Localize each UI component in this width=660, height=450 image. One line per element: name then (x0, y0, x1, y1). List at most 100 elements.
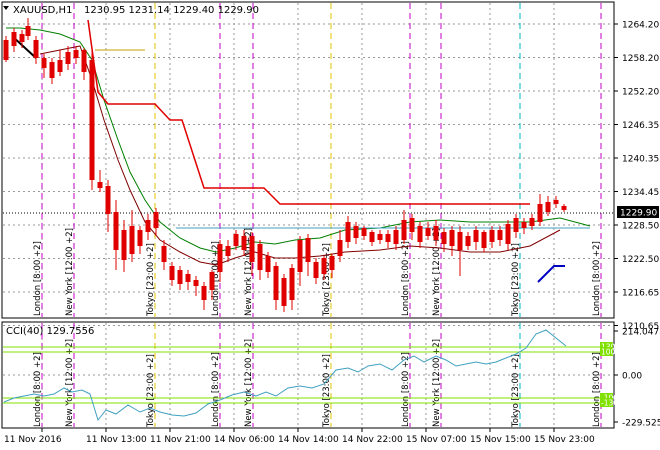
candlesticks (3, 18, 567, 312)
time-tick-label: 11 Nov 2016 (4, 435, 62, 445)
candle-body (209, 272, 215, 290)
session-label: New York [12:00 +2] (432, 339, 442, 427)
cci-line (3, 329, 567, 422)
price-tick-label: 1258.20 (622, 54, 659, 64)
candle-body (497, 230, 503, 240)
candle-body (417, 226, 423, 242)
cci-tick-label: 0.00 (622, 372, 642, 382)
session-label: Tokyo [23:00 +2] (146, 354, 156, 428)
candle-body (513, 218, 519, 232)
candle-body (297, 240, 303, 272)
maroon-envelope-line (39, 45, 561, 266)
cci-indicator: 130100-100-130 (3, 329, 618, 422)
cci-tick-label: -229.5255 (622, 419, 660, 429)
candle-body (113, 212, 119, 250)
candle-body (97, 182, 103, 188)
candle-body (145, 220, 151, 232)
candle-body (361, 228, 367, 236)
candle-body (441, 232, 447, 244)
time-tick-label: 14 Nov 06:00 (214, 435, 275, 445)
candle-body (313, 262, 319, 278)
candle-body (89, 60, 95, 180)
time-tick-label: 15 Nov 23:00 (534, 435, 595, 445)
session-label: London [8:00 +2] (592, 352, 602, 427)
candle-body (433, 226, 439, 240)
candle-body (489, 230, 495, 242)
cci-level-label: -130 (601, 399, 618, 408)
session-label: London [8:00 +2] (211, 241, 221, 316)
time-tick-label: 15 Nov 15:00 (470, 435, 531, 445)
price-tick-label: 1252.20 (622, 88, 659, 98)
session-label: London [8:00 +2] (401, 241, 411, 316)
candle-body (129, 226, 135, 254)
cci-level-tag (600, 342, 613, 351)
candle-body (505, 224, 511, 244)
candle-body (337, 240, 343, 256)
time-tick-label: 11 Nov 13:00 (86, 435, 147, 445)
candle-body (457, 232, 463, 250)
time-tick-label: 15 Nov 07:00 (406, 435, 467, 445)
candle-body (409, 218, 415, 232)
cci-tick-label: 214.0473 (622, 328, 660, 338)
candle-body (57, 60, 63, 72)
candle-body (41, 58, 47, 68)
candle-body (81, 50, 87, 72)
candle-body (529, 218, 535, 226)
candle-body (19, 34, 25, 42)
candle-body (425, 228, 431, 236)
stop-line (87, 19, 530, 205)
price-axis: 1264.20 1258.20 1252.20 1246.35 1240.35 1234.… (614, 21, 660, 429)
candle-body (393, 230, 399, 244)
candle-body (49, 62, 55, 78)
price-tick-label: 1228.50 (622, 222, 659, 232)
candle-body (193, 280, 199, 286)
candle-body (273, 266, 279, 300)
candle-body (161, 246, 167, 262)
current-price-tag (617, 206, 659, 218)
candle-body (169, 266, 175, 280)
candle-body (233, 234, 239, 246)
price-tick-label: 1264.20 (622, 21, 659, 31)
candle-body (281, 278, 287, 306)
session-label: Tokyo [23:00 +2] (146, 243, 156, 317)
candle-body (521, 222, 527, 228)
candle-body (561, 206, 567, 210)
price-tick-label: 1234.45 (622, 188, 659, 198)
candle-body (241, 236, 247, 250)
session-label: Tokyo [23:00 +2] (511, 354, 521, 428)
candle-body (321, 258, 327, 274)
cci-level-tag (600, 393, 613, 402)
price-tick-label: 1240.35 (622, 155, 659, 165)
price-tick-label: 1210.65 (622, 322, 659, 332)
price-tick-label: 1246.35 (622, 121, 659, 131)
session-label: New York [12:00 +2] (244, 228, 254, 316)
symbol-label: XAUUSD,H1 (13, 5, 72, 16)
time-tick-label: 14 Nov 14:00 (278, 435, 339, 445)
candle-body (385, 234, 391, 242)
session-label: New York [12:00 +2] (432, 228, 442, 316)
cci-level-label: 100 (601, 348, 616, 357)
candle-body (73, 50, 79, 58)
time-axis: 11 Nov 2016 11 Nov 13:00 11 Nov 21:00 14 No… (4, 428, 595, 445)
ohlc-label: 1230.95 1231.14 1229.40 1229.90 (84, 5, 259, 16)
candle-body (25, 26, 31, 36)
session-label: New York [12:00 +2] (65, 339, 75, 427)
candle-body (201, 286, 207, 300)
session-label: Tokyo [23:00 +2] (322, 243, 332, 317)
candle-body (449, 230, 455, 246)
candle-body (289, 268, 295, 300)
candle-body (177, 270, 183, 284)
dropdown-triangle-icon[interactable] (3, 6, 9, 10)
candle-body (345, 222, 351, 242)
candle-body (3, 40, 9, 60)
session-label: London [8:00 +2] (401, 352, 411, 427)
price-tick-label: 1216.65 (622, 289, 659, 299)
cci-level-tag (600, 347, 613, 356)
time-tick-label: 14 Nov 22:00 (342, 435, 403, 445)
candle-body (329, 256, 335, 270)
candle-body (121, 230, 127, 260)
candle-body (249, 236, 255, 262)
candle-body (401, 220, 407, 240)
candle-body (553, 200, 559, 204)
